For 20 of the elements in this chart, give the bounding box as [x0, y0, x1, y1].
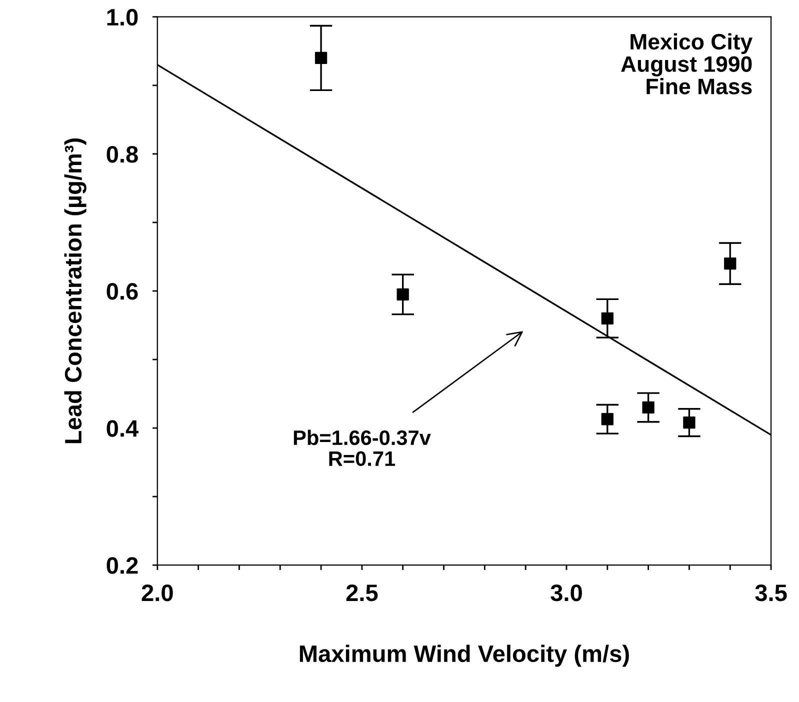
y-tick-label: 0.4: [106, 420, 139, 437]
y-tick-label: 0.6: [106, 283, 138, 300]
x-axis-title: Maximum Wind Velocity (m/s): [300, 644, 629, 667]
point: [683, 416, 696, 429]
point: [601, 312, 614, 324]
x-tick-label: 2.0: [142, 584, 173, 602]
point: [724, 257, 736, 270]
annotation: Mexico City August 1990 Fine Mass: [621, 33, 753, 94]
annotation: Pb=1.66-0.37v R=0.71: [294, 430, 431, 466]
point: [396, 288, 409, 300]
point: [601, 413, 614, 426]
y-axis-title: Lead Concentration (µg/m³): [64, 138, 86, 444]
x-tick-label: 3.0: [550, 584, 582, 602]
x-tick-label: 3.5: [755, 584, 787, 602]
x-tick-label: 2.5: [346, 584, 378, 602]
y-tick-label: 0.2: [106, 557, 138, 574]
y-tick-label: 1.0: [107, 8, 138, 26]
y-tick-label: 0.8: [106, 146, 138, 163]
point: [314, 52, 328, 64]
point: [642, 401, 654, 414]
